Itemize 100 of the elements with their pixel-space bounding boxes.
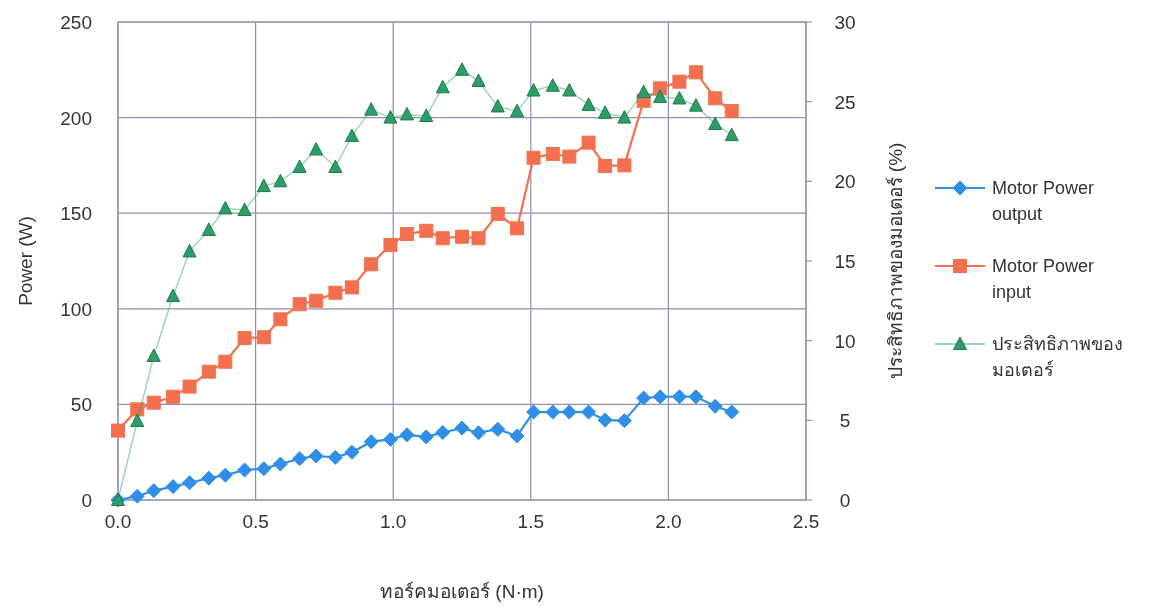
- legend-label: ประสิทธิภาพของมอเตอร์: [992, 333, 1124, 382]
- y-tick-label: 100: [60, 298, 92, 320]
- point: [201, 364, 216, 379]
- point: [545, 78, 560, 92]
- point: [327, 449, 343, 465]
- x-tick-label: 1.5: [517, 511, 545, 532]
- point: [526, 150, 541, 165]
- point: [363, 434, 379, 450]
- point: [399, 227, 414, 242]
- point: [419, 223, 434, 238]
- point: [399, 106, 414, 121]
- x-tick-label: 2.0: [655, 511, 682, 532]
- point: [309, 293, 324, 308]
- point: [581, 97, 596, 111]
- y2-tick-label: 25: [834, 91, 856, 113]
- x-axis-title: ทอร์คมอเตอร์ (N·m): [380, 581, 544, 602]
- point: [598, 105, 613, 119]
- point: [561, 404, 577, 420]
- point: [237, 462, 253, 478]
- point: [688, 65, 703, 80]
- point: [435, 231, 450, 246]
- point: [344, 444, 360, 460]
- point: [309, 141, 324, 156]
- point: [455, 62, 469, 76]
- point: [562, 149, 577, 164]
- point: [308, 448, 324, 464]
- y-tick-label: 200: [60, 107, 92, 129]
- point: [526, 404, 542, 420]
- point: [435, 425, 451, 441]
- point: [292, 451, 308, 467]
- y2-tick-label: 5: [839, 410, 851, 432]
- point: [129, 488, 145, 504]
- point: [146, 395, 161, 410]
- point: [617, 110, 632, 124]
- x-tick-label: 0.0: [104, 511, 132, 532]
- point: [581, 135, 596, 150]
- point: [688, 98, 703, 112]
- point: [471, 73, 486, 87]
- point: [256, 330, 271, 345]
- point: [182, 243, 197, 258]
- point: [146, 483, 162, 499]
- point: [237, 331, 252, 346]
- point: [201, 470, 217, 486]
- point: [292, 159, 307, 173]
- point: [490, 98, 505, 113]
- point: [364, 102, 379, 116]
- x-tick-label: 1.0: [379, 511, 407, 532]
- point: [182, 379, 197, 394]
- y2-tick-label: 30: [834, 12, 856, 33]
- point: [597, 412, 613, 428]
- x-tick-label: 2.5: [792, 511, 820, 532]
- point: [708, 116, 723, 130]
- point: [435, 79, 450, 94]
- point: [328, 285, 343, 300]
- y-tick-label: 150: [60, 203, 92, 225]
- point: [218, 354, 233, 369]
- point: [328, 159, 343, 173]
- point: [130, 413, 145, 427]
- point: [598, 158, 613, 173]
- point: [510, 221, 525, 236]
- point: [344, 128, 359, 142]
- point: [273, 173, 288, 188]
- point: [471, 425, 487, 441]
- point: [490, 206, 505, 221]
- y-tick-label: 0: [81, 490, 92, 511]
- y2-axis-title: ประสิทธิภาพของมอเตอร์ (%): [885, 142, 906, 380]
- point: [724, 104, 739, 119]
- point: [455, 229, 469, 244]
- point: [237, 202, 252, 217]
- point: [165, 479, 181, 495]
- point: [672, 90, 687, 105]
- point: [272, 456, 288, 472]
- legend-label: Motor Power input: [992, 255, 1096, 304]
- point: [382, 431, 398, 447]
- y2-tick-label: 15: [834, 251, 856, 272]
- point: [146, 348, 161, 362]
- point: [454, 420, 470, 436]
- point: [182, 475, 198, 491]
- point: [418, 429, 434, 445]
- point: [256, 461, 272, 477]
- point: [617, 158, 632, 173]
- point: [672, 74, 687, 89]
- point: [218, 200, 233, 215]
- point: [688, 389, 704, 405]
- point: [636, 84, 651, 99]
- point: [724, 127, 739, 142]
- y2-tick-label: 10: [834, 330, 856, 352]
- y-tick-label: 50: [70, 394, 92, 416]
- point: [616, 413, 632, 429]
- point: [708, 91, 723, 106]
- point: [653, 89, 668, 103]
- y-axis-title: Power (W): [15, 216, 36, 306]
- point: [399, 427, 415, 443]
- point: [111, 423, 125, 438]
- point: [671, 389, 687, 405]
- point: [201, 222, 216, 236]
- point: [383, 110, 398, 124]
- point: [526, 83, 541, 97]
- point: [419, 108, 434, 123]
- point: [166, 288, 181, 303]
